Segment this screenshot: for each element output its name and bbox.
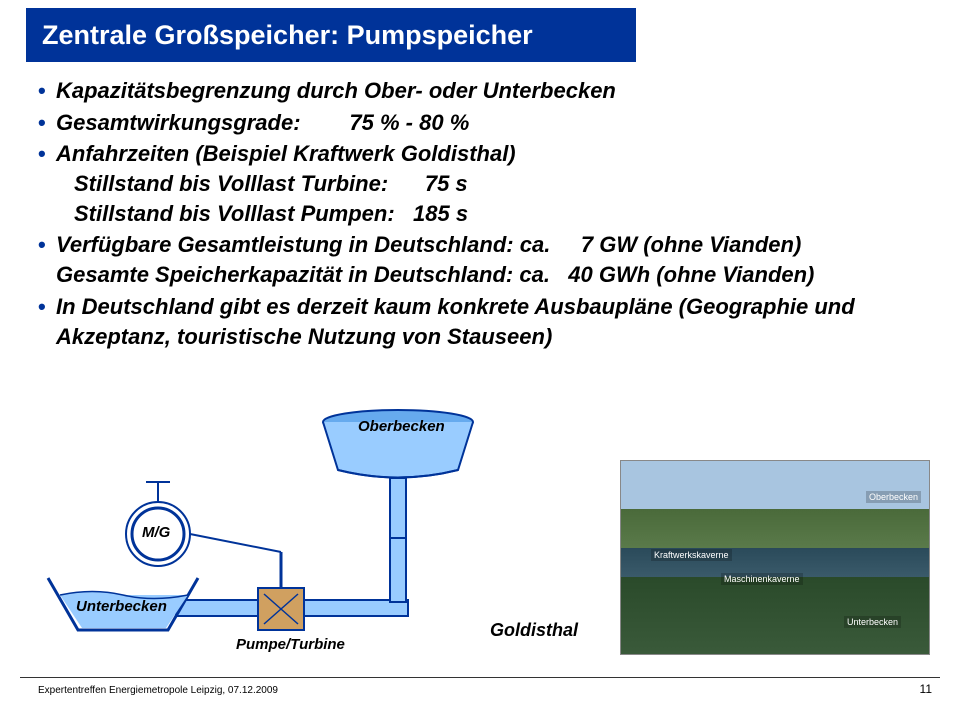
pipe-elbow — [390, 538, 406, 602]
goldisthal-photo: Oberbecken Kraftwerkskaverne Maschinenka… — [620, 460, 930, 655]
sub-item: Stillstand bis Volllast Pumpen: 185 s — [56, 199, 918, 229]
bullet-item: In Deutschland gibt es derzeit kaum konk… — [38, 292, 918, 351]
photo-label-kraft: Kraftwerkskaverne — [651, 549, 732, 561]
bullet-list: Kapazitätsbegrenzung durch Ober- oder Un… — [38, 76, 918, 353]
footer-text: Expertentreffen Energiemetropole Leipzig… — [38, 685, 278, 696]
sub-label: Stillstand bis Volllast Turbine: — [74, 171, 388, 196]
photo-caption: Goldisthal — [490, 620, 578, 641]
photo-label-ober: Oberbecken — [866, 491, 921, 503]
bullet-text: Gesamte Speicherkapazität in Deutschland… — [56, 262, 550, 287]
bullet-label: Gesamtwirkungsgrade: — [56, 110, 301, 135]
bullet-text: Anfahrzeiten (Beispiel Kraftwerk Goldist… — [56, 141, 516, 166]
sub-label: Stillstand bis Volllast Pumpen: — [74, 201, 395, 226]
oberbecken-label: Oberbecken — [358, 418, 445, 435]
sub-value: 75 s — [425, 171, 468, 196]
slide-title: Zentrale Großspeicher: Pumpspeicher — [42, 20, 533, 51]
bullet-value: 40 GWh (ohne Vianden) — [568, 262, 814, 287]
bullet-item: Kapazitätsbegrenzung durch Ober- oder Un… — [38, 76, 918, 106]
photo-label-masch: Maschinenkaverne — [721, 573, 803, 585]
footer-rule — [20, 677, 940, 678]
bullet-item: Verfügbare Gesamtleistung in Deutschland… — [38, 230, 918, 289]
bullet-text: Verfügbare Gesamtleistung in Deutschland… — [56, 232, 550, 257]
unterbecken-label: Unterbecken — [76, 598, 167, 615]
bullet-item: Gesamtwirkungsgrade: 75 % - 80 % — [38, 108, 918, 138]
sub-item: Stillstand bis Volllast Turbine: 75 s — [56, 169, 918, 199]
sub-value: 185 s — [413, 201, 468, 226]
bullet-text: In Deutschland gibt es derzeit kaum konk… — [56, 294, 855, 349]
bullet-text: Kapazitätsbegrenzung durch Ober- oder Un… — [56, 78, 616, 103]
bullet-item: Anfahrzeiten (Beispiel Kraftwerk Goldist… — [38, 139, 918, 228]
page-number: 11 — [920, 682, 932, 696]
title-bar: Zentrale Großspeicher: Pumpspeicher — [26, 8, 636, 62]
pumpe-label: Pumpe/Turbine — [236, 636, 345, 653]
photo-label-unter: Unterbecken — [844, 616, 901, 628]
pipe-vertical — [390, 478, 406, 538]
mg-link — [190, 534, 281, 552]
bullet-value: 7 GW (ohne Vianden) — [581, 232, 801, 257]
pipe-horizontal-left — [176, 600, 258, 616]
mg-label: M/G — [142, 524, 170, 541]
bullet-value: 75 % - 80 % — [349, 110, 469, 135]
